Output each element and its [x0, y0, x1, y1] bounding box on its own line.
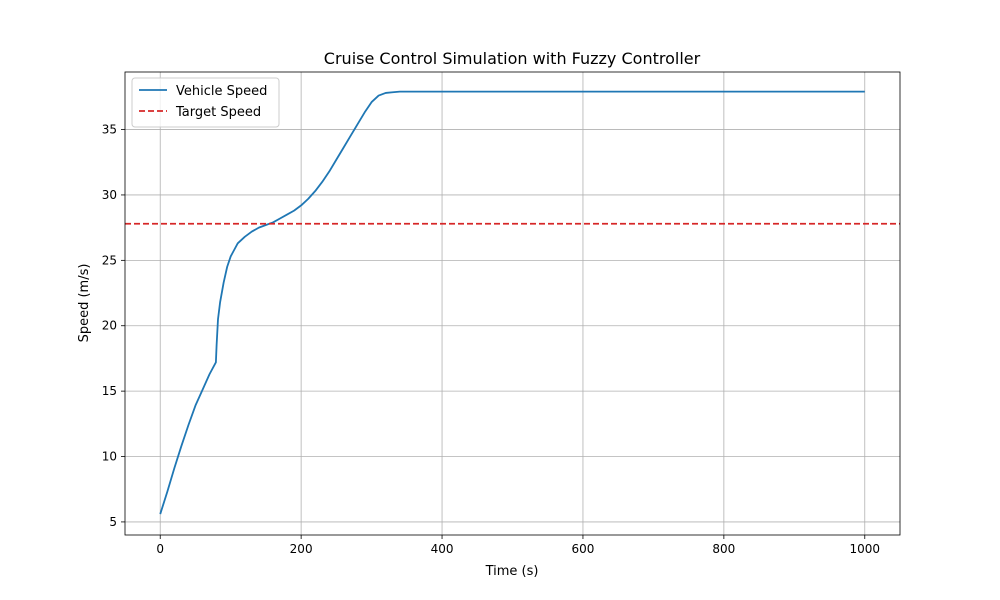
- y-tick-label: 25: [102, 253, 117, 267]
- y-tick-label: 5: [109, 515, 117, 529]
- x-tick-label: 600: [572, 542, 595, 556]
- legend-label-target-speed: Target Speed: [175, 105, 261, 120]
- y-tick-label: 30: [102, 188, 117, 202]
- series-line-vehicle-speed: [159, 90, 865, 515]
- plot-frame: [124, 71, 901, 536]
- plot-area: [125, 90, 900, 515]
- legend: Vehicle Speed Target Speed: [131, 77, 280, 128]
- legend-frame: [131, 77, 280, 128]
- y-tick-label: 20: [102, 319, 117, 333]
- y-tick-label: 10: [102, 450, 117, 464]
- x-axis-label: Time (s): [485, 564, 539, 579]
- grid: [125, 72, 900, 535]
- y-tick-label: 35: [102, 123, 117, 137]
- y-tick-label: 15: [102, 384, 117, 398]
- x-tick-label: 0: [156, 542, 164, 556]
- axis-ticks: 0 200 400 600 800 1000 5 10 15 20 25 30 35: [102, 123, 880, 556]
- x-tick-label: 400: [431, 542, 454, 556]
- x-tick-label: 800: [712, 542, 735, 556]
- chart-title: Cruise Control Simulation with Fuzzy Con…: [324, 49, 701, 68]
- x-tick-label: 200: [290, 542, 313, 556]
- legend-label-vehicle-speed: Vehicle Speed: [176, 84, 267, 99]
- y-axis-label: Speed (m/s): [77, 264, 92, 343]
- x-tick-label: 1000: [849, 542, 880, 556]
